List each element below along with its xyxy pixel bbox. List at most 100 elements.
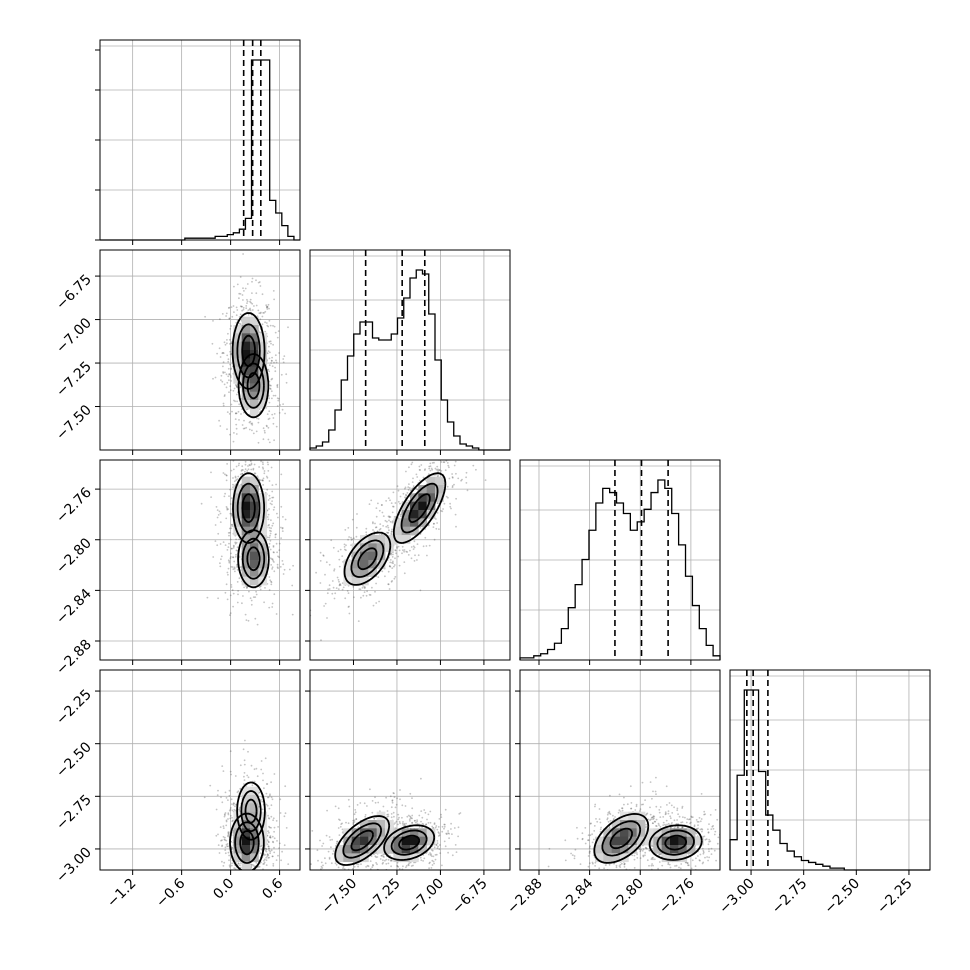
sample-point (239, 864, 241, 867)
sample-point (416, 820, 418, 823)
sample-point (435, 518, 437, 520)
sample-point (220, 839, 222, 842)
sample-point (451, 854, 454, 857)
sample-point (278, 556, 280, 559)
sample-point (722, 853, 724, 855)
sample-point (258, 586, 261, 588)
sample-point (260, 760, 263, 762)
sample-point (433, 846, 436, 849)
sample-point (225, 824, 228, 827)
sample-point (228, 831, 230, 834)
sample-point (374, 796, 376, 799)
sample-point (271, 356, 273, 359)
sample-point (271, 606, 274, 608)
sample-point (277, 826, 279, 828)
sample-point (218, 510, 221, 513)
sample-point (316, 849, 319, 852)
sample-point (253, 305, 255, 307)
sample-point (377, 871, 379, 873)
y-tick-label: −3.00 (53, 844, 95, 886)
sample-point (284, 812, 287, 815)
sample-point (224, 849, 227, 851)
density-cell (368, 845, 378, 854)
sample-point (382, 859, 384, 862)
sample-point (268, 606, 271, 609)
sample-point (231, 819, 234, 822)
sample-point (228, 560, 231, 563)
sample-point (431, 849, 434, 852)
density-cell (241, 341, 251, 351)
sample-point (228, 527, 231, 530)
sample-point (249, 460, 252, 462)
sample-point (451, 485, 454, 487)
sample-point (262, 479, 264, 482)
sample-point (437, 474, 439, 477)
sample-point (230, 380, 233, 382)
sample-point (390, 859, 392, 861)
sample-point (255, 590, 257, 593)
sample-point (262, 779, 264, 782)
sample-point (396, 864, 399, 867)
sample-point (331, 838, 333, 841)
sample-point (266, 516, 269, 518)
sample-point (429, 465, 432, 468)
sample-point (430, 867, 433, 869)
sample-point (437, 826, 440, 828)
density-cell (241, 325, 251, 334)
panel-border (519, 459, 721, 661)
sample-point (440, 510, 442, 512)
sample-point (394, 557, 396, 560)
sample-point (379, 858, 382, 860)
sample-point (267, 368, 270, 371)
sample-point (262, 463, 264, 466)
sample-point (319, 839, 321, 842)
sample-point (268, 364, 271, 367)
sample-point (449, 505, 452, 508)
density-cell (426, 836, 436, 846)
sample-point (322, 886, 324, 888)
sample-point (239, 764, 242, 767)
sample-point (243, 877, 245, 879)
density-cell (233, 493, 243, 503)
sample-point (402, 865, 404, 868)
sample-point (450, 822, 452, 825)
density-cell (241, 560, 251, 569)
sample-point (399, 822, 401, 825)
sample-point (445, 495, 448, 498)
sample-point (251, 309, 254, 311)
sample-point (480, 437, 482, 439)
sample-point (360, 863, 362, 866)
sample-point (371, 811, 374, 814)
contour-line (343, 531, 392, 586)
sample-point (241, 472, 244, 475)
sample-point (422, 476, 425, 479)
sample-point (432, 855, 435, 858)
density-cell (233, 366, 243, 376)
density-cell (426, 501, 436, 511)
sample-point (255, 304, 258, 307)
sample-point (268, 524, 270, 526)
sample-point (270, 564, 273, 566)
density-cell (360, 828, 369, 838)
sample-point (230, 556, 232, 558)
sample-point (384, 519, 387, 522)
sample-point (430, 467, 433, 470)
sample-point (422, 860, 424, 862)
sample-point (310, 882, 312, 884)
density-cell (241, 476, 251, 486)
sample-point (353, 901, 355, 903)
sample-point (352, 819, 355, 822)
sample-point (412, 545, 415, 548)
sample-point (226, 463, 229, 465)
sample-point (280, 473, 283, 476)
sample-point (418, 465, 421, 468)
sample-point (266, 877, 268, 879)
sample-point (259, 585, 262, 587)
sample-point (263, 872, 265, 874)
sample-point (270, 796, 273, 799)
sample-point (272, 522, 275, 525)
sample-point (235, 538, 238, 541)
sample-point (338, 584, 341, 587)
sample-point (226, 507, 229, 510)
sample-point (236, 386, 239, 388)
